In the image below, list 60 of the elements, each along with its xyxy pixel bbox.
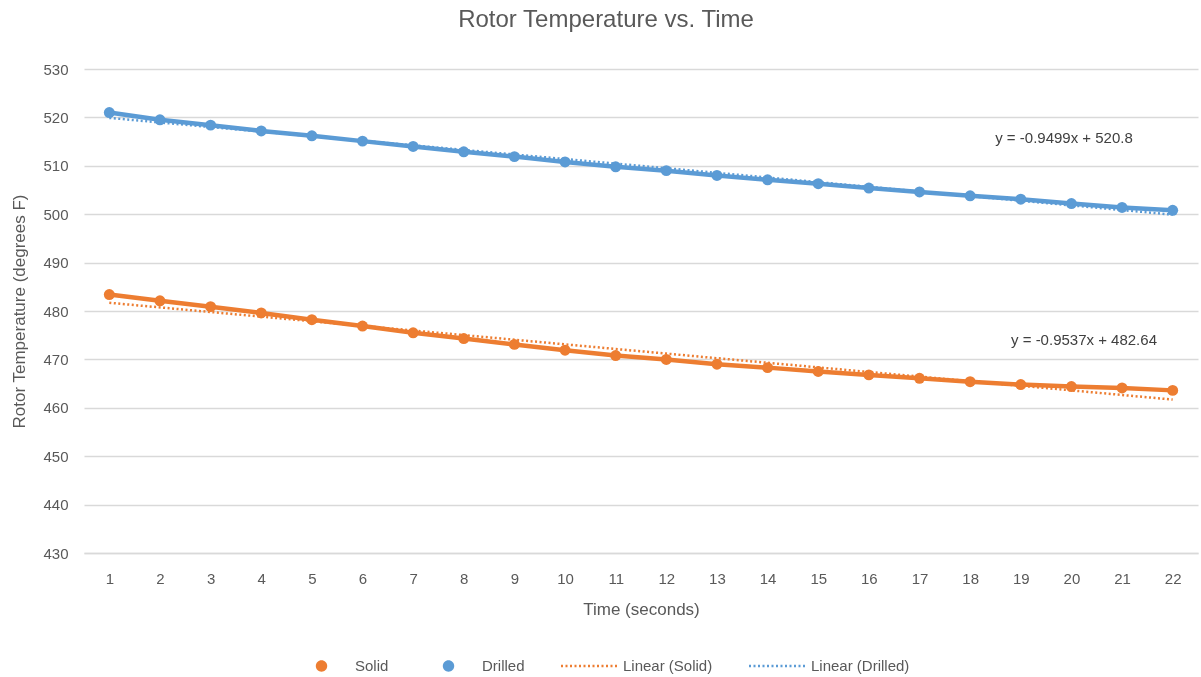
x-axis-title: Time (seconds): [583, 599, 700, 619]
y-tick-label: 480: [43, 302, 69, 320]
x-tick-label: 11: [608, 569, 624, 587]
x-tick-label: 1: [105, 569, 114, 587]
point: [508, 338, 520, 350]
x-tick-label: 2: [156, 569, 165, 587]
point: [205, 301, 217, 313]
x-tick-label: 8: [460, 569, 469, 587]
point: [1167, 384, 1179, 396]
y-tick-label: 530: [43, 60, 69, 78]
y-tick-label: 450: [43, 447, 69, 465]
x-tick-label: 18: [962, 569, 979, 587]
legend-label: Linear (Drilled): [811, 657, 910, 674]
y-tick-label: 470: [43, 350, 69, 368]
point: [103, 289, 115, 301]
legend-label: Drilled: [482, 657, 525, 674]
y-tick-label: 510: [43, 157, 69, 175]
x-tick-label: 15: [810, 569, 828, 587]
x-tick-label: 12: [658, 569, 676, 587]
chart-title: Rotor Temperature vs. Time: [458, 5, 754, 32]
point: [660, 165, 672, 177]
x-tick-label: 17: [911, 569, 929, 587]
x-tick-label: 14: [759, 569, 777, 587]
point: [458, 333, 470, 345]
y-tick-label: 490: [43, 254, 69, 272]
y-tick-label: 430: [43, 544, 69, 562]
point: [559, 344, 571, 356]
x-tick-label: 19: [1012, 569, 1030, 587]
point: [154, 295, 166, 307]
point: [1065, 198, 1077, 210]
point: [103, 107, 115, 119]
y-axis-title: Rotor Temperature (degrees F): [10, 194, 30, 429]
legend-label: Linear (Solid): [623, 657, 713, 674]
x-tick-label: 9: [510, 569, 520, 587]
y-tick-label: 500: [43, 205, 69, 223]
x-tick-label: 7: [409, 569, 418, 587]
y-tick-label: 440: [43, 496, 69, 514]
x-tick-label: 20: [1063, 569, 1081, 587]
x-tick-label: 13: [709, 569, 726, 587]
x-tick-label: 6: [358, 569, 368, 587]
x-tick-label: 4: [257, 569, 266, 587]
x-tick-label: 16: [861, 569, 878, 587]
x-tick-label: 22: [1164, 569, 1182, 587]
y-tick-label: 520: [43, 108, 69, 126]
point: [1167, 204, 1179, 216]
point: [812, 366, 824, 377]
point: [1065, 381, 1077, 392]
x-tick-label: 3: [206, 569, 216, 587]
annotation: y = -0.9499x + 520.8: [995, 129, 1133, 146]
point: [762, 362, 774, 374]
legend-label: Solid: [355, 657, 389, 674]
x-tick-label: 10: [557, 569, 574, 587]
point: [660, 353, 672, 365]
annotation: y = -0.9537x + 482.64: [1011, 331, 1157, 348]
x-tick-label: 21: [1114, 569, 1131, 587]
point: [1116, 382, 1128, 394]
x-tick-label: 5: [308, 569, 317, 587]
y-tick-label: 460: [43, 399, 69, 417]
point: [610, 350, 622, 361]
point: [711, 358, 723, 370]
